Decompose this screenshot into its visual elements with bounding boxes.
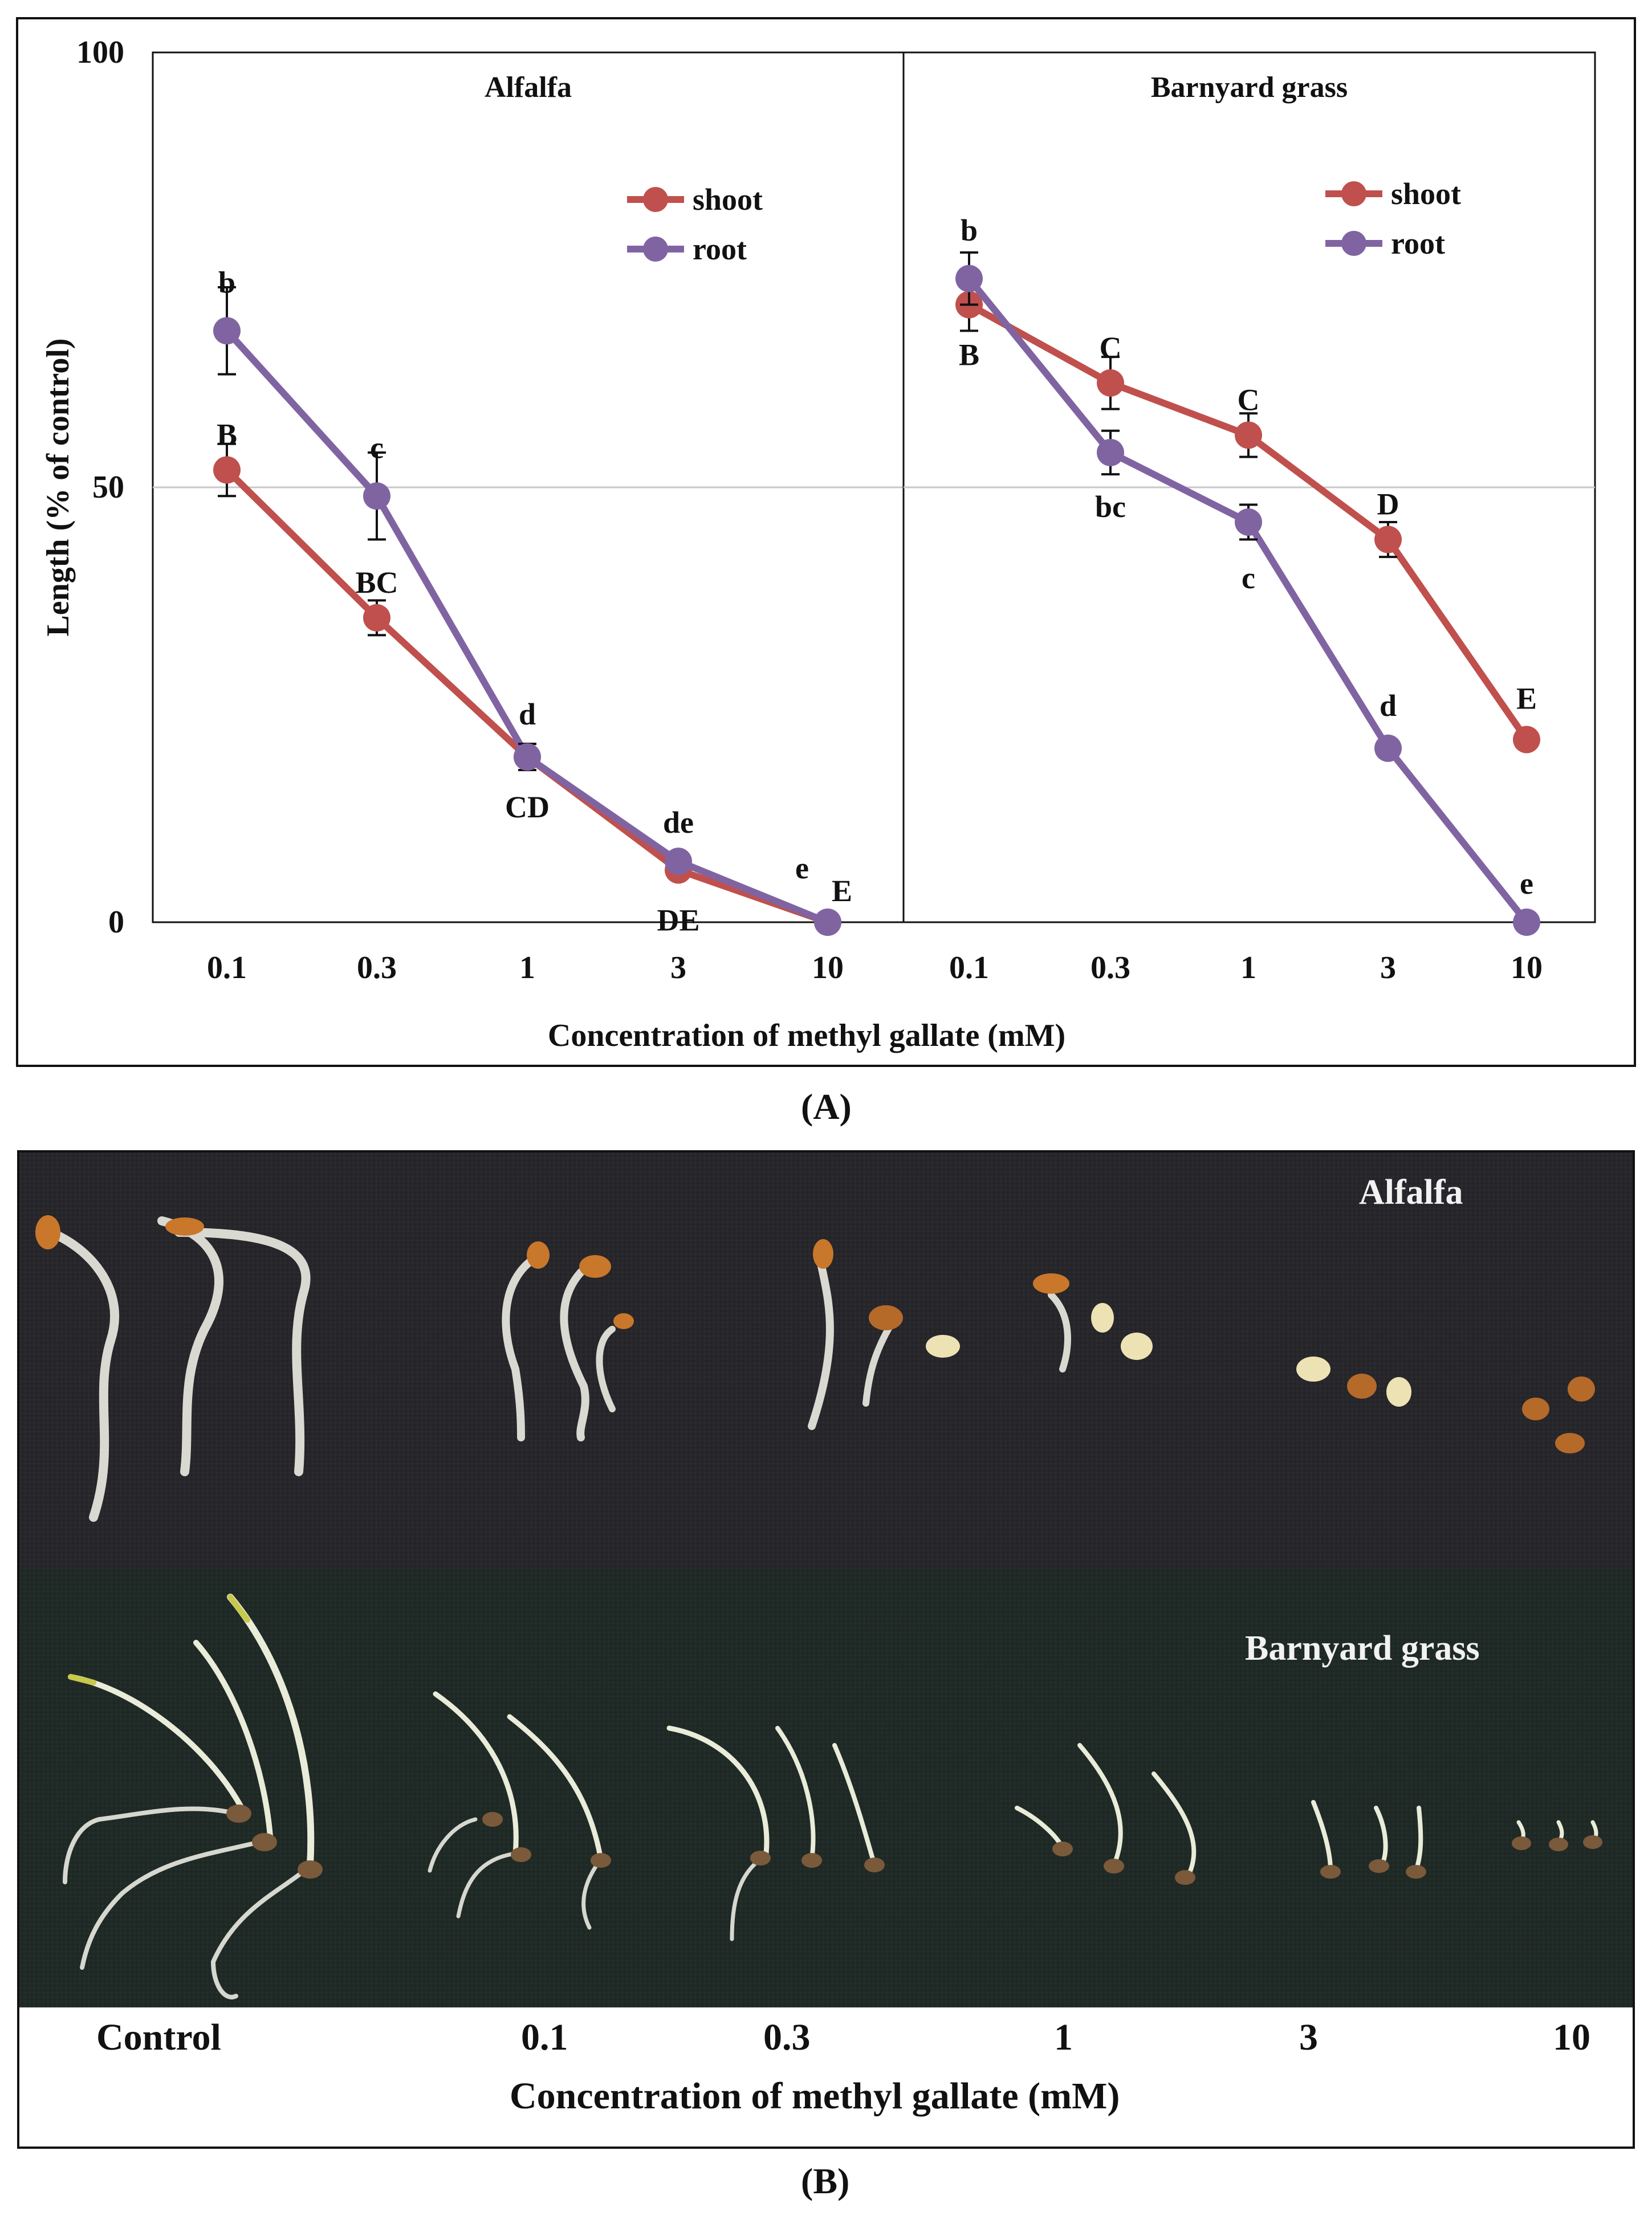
photo-x-label-1: 1 (1054, 2017, 1073, 2058)
x-tick-label: 0.3 (1091, 950, 1130, 985)
significance-letter: B (217, 417, 237, 451)
alfalfa-photo-label: Alfalfa (1359, 1173, 1463, 1212)
significance-letter: de (663, 805, 694, 840)
legend-marker-root (643, 237, 668, 262)
x-tick-label: 0.3 (357, 950, 397, 985)
data-point-root (665, 848, 692, 875)
panel-a-label: (A) (801, 1086, 852, 1127)
photo-x-label-3: 3 (1299, 2017, 1318, 2058)
chart-title: Barnyard grass (1151, 71, 1348, 104)
x-tick-label: 10 (812, 950, 844, 985)
legend-marker-root (1341, 231, 1366, 256)
data-point-root (1097, 438, 1124, 466)
data-point-root (213, 317, 241, 345)
x-tick-label: 1 (1240, 950, 1256, 985)
figure-b: Alfalfa Barnyard grass Control 0.1 0.3 1… (17, 1150, 1635, 2149)
legend-label-root: root (1391, 226, 1445, 260)
data-point-shoot (363, 604, 390, 632)
significance-letter: b (961, 213, 978, 247)
y-tick-label: 0 (108, 905, 124, 940)
significance-letter: D (1377, 487, 1399, 522)
x-tick-label: 0.1 (207, 950, 247, 985)
panel-b-label: (B) (801, 2161, 850, 2201)
data-point-root (514, 743, 541, 771)
series-line-root (224, 328, 829, 926)
x-tick-label: 10 (1511, 950, 1543, 985)
significance-letter: b (218, 265, 235, 299)
chart-title: Alfalfa (485, 71, 572, 104)
y-tick-label: 50 (92, 470, 124, 505)
x-tick-label: 3 (670, 950, 686, 985)
data-point-root (1513, 909, 1540, 936)
data-point-shoot (1097, 369, 1124, 397)
series-root: b c d de e (213, 265, 841, 936)
significance-letter: DE (657, 903, 699, 937)
x-tick-label: 0.1 (949, 950, 989, 985)
significance-letter: bc (1095, 490, 1126, 524)
significance-letter: CD (505, 790, 550, 824)
seedling-photo: Alfalfa Barnyard grass (19, 1152, 1633, 2147)
data-point-root (1374, 734, 1402, 762)
y-axis-label: Length (% of control) (40, 338, 76, 636)
significance-letter: d (519, 697, 536, 731)
significance-letter: E (832, 874, 852, 908)
legend-label-shoot: shoot (1391, 177, 1461, 211)
significance-letter: B (959, 338, 979, 372)
significance-letter: BC (355, 565, 398, 600)
legend-marker-shoot (1341, 181, 1366, 206)
series-line-root (966, 276, 1529, 924)
photo-x-label-10: 10 (1553, 2017, 1590, 2058)
data-point-shoot (1374, 526, 1402, 553)
series-line-shoot (224, 467, 829, 926)
x-tick-label: 1 (519, 950, 535, 985)
legend-marker-shoot (643, 187, 668, 212)
significance-letter: e (1520, 866, 1533, 901)
photo-x-label-0.1: 0.1 (521, 2017, 568, 2058)
data-point-root (363, 482, 390, 510)
series-root: b bc c d e (955, 213, 1540, 936)
significance-letter: C (1100, 331, 1122, 365)
photo-x-label-0.3: 0.3 (763, 2017, 811, 2058)
significance-letter: C (1238, 382, 1260, 417)
legend-label-shoot: shoot (693, 182, 763, 217)
data-point-shoot (1513, 726, 1540, 753)
barnyard-photo-label: Barnyard grass (1245, 1629, 1480, 1668)
data-point-root (1235, 508, 1262, 536)
significance-letter: E (1516, 682, 1537, 716)
data-point-root (955, 264, 983, 292)
photo-x-label-control: Control (96, 2017, 221, 2058)
y-tick-label: 100 (76, 35, 124, 70)
figure-a-frame (16, 17, 1636, 1067)
significance-letter: c (370, 430, 384, 465)
barnyard-seedlings (63, 1594, 1602, 1999)
x-axis-title: Concentration of methyl gallate (mM) (548, 1018, 1065, 1053)
data-point-shoot (213, 456, 241, 484)
data-point-root (814, 909, 841, 936)
legend-label-root: root (693, 232, 747, 266)
significance-letter: c (1242, 561, 1255, 595)
significance-letter: e (795, 851, 809, 885)
alfalfa-seedlings (35, 1215, 1595, 1522)
data-point-shoot (1235, 421, 1262, 449)
photo-x-axis-title: Concentration of methyl gallate (mM) (510, 2075, 1120, 2117)
series-shoot: B BC CD DE E (213, 417, 852, 937)
x-tick-label: 3 (1380, 950, 1396, 985)
series-shoot: B C C D E (955, 277, 1540, 753)
significance-letter: d (1380, 689, 1397, 723)
chart-panel-2: Barnyard grass 0.1 0.3 1 3 10 B C C D Eb bc c d e shoot… (902, 51, 1596, 985)
